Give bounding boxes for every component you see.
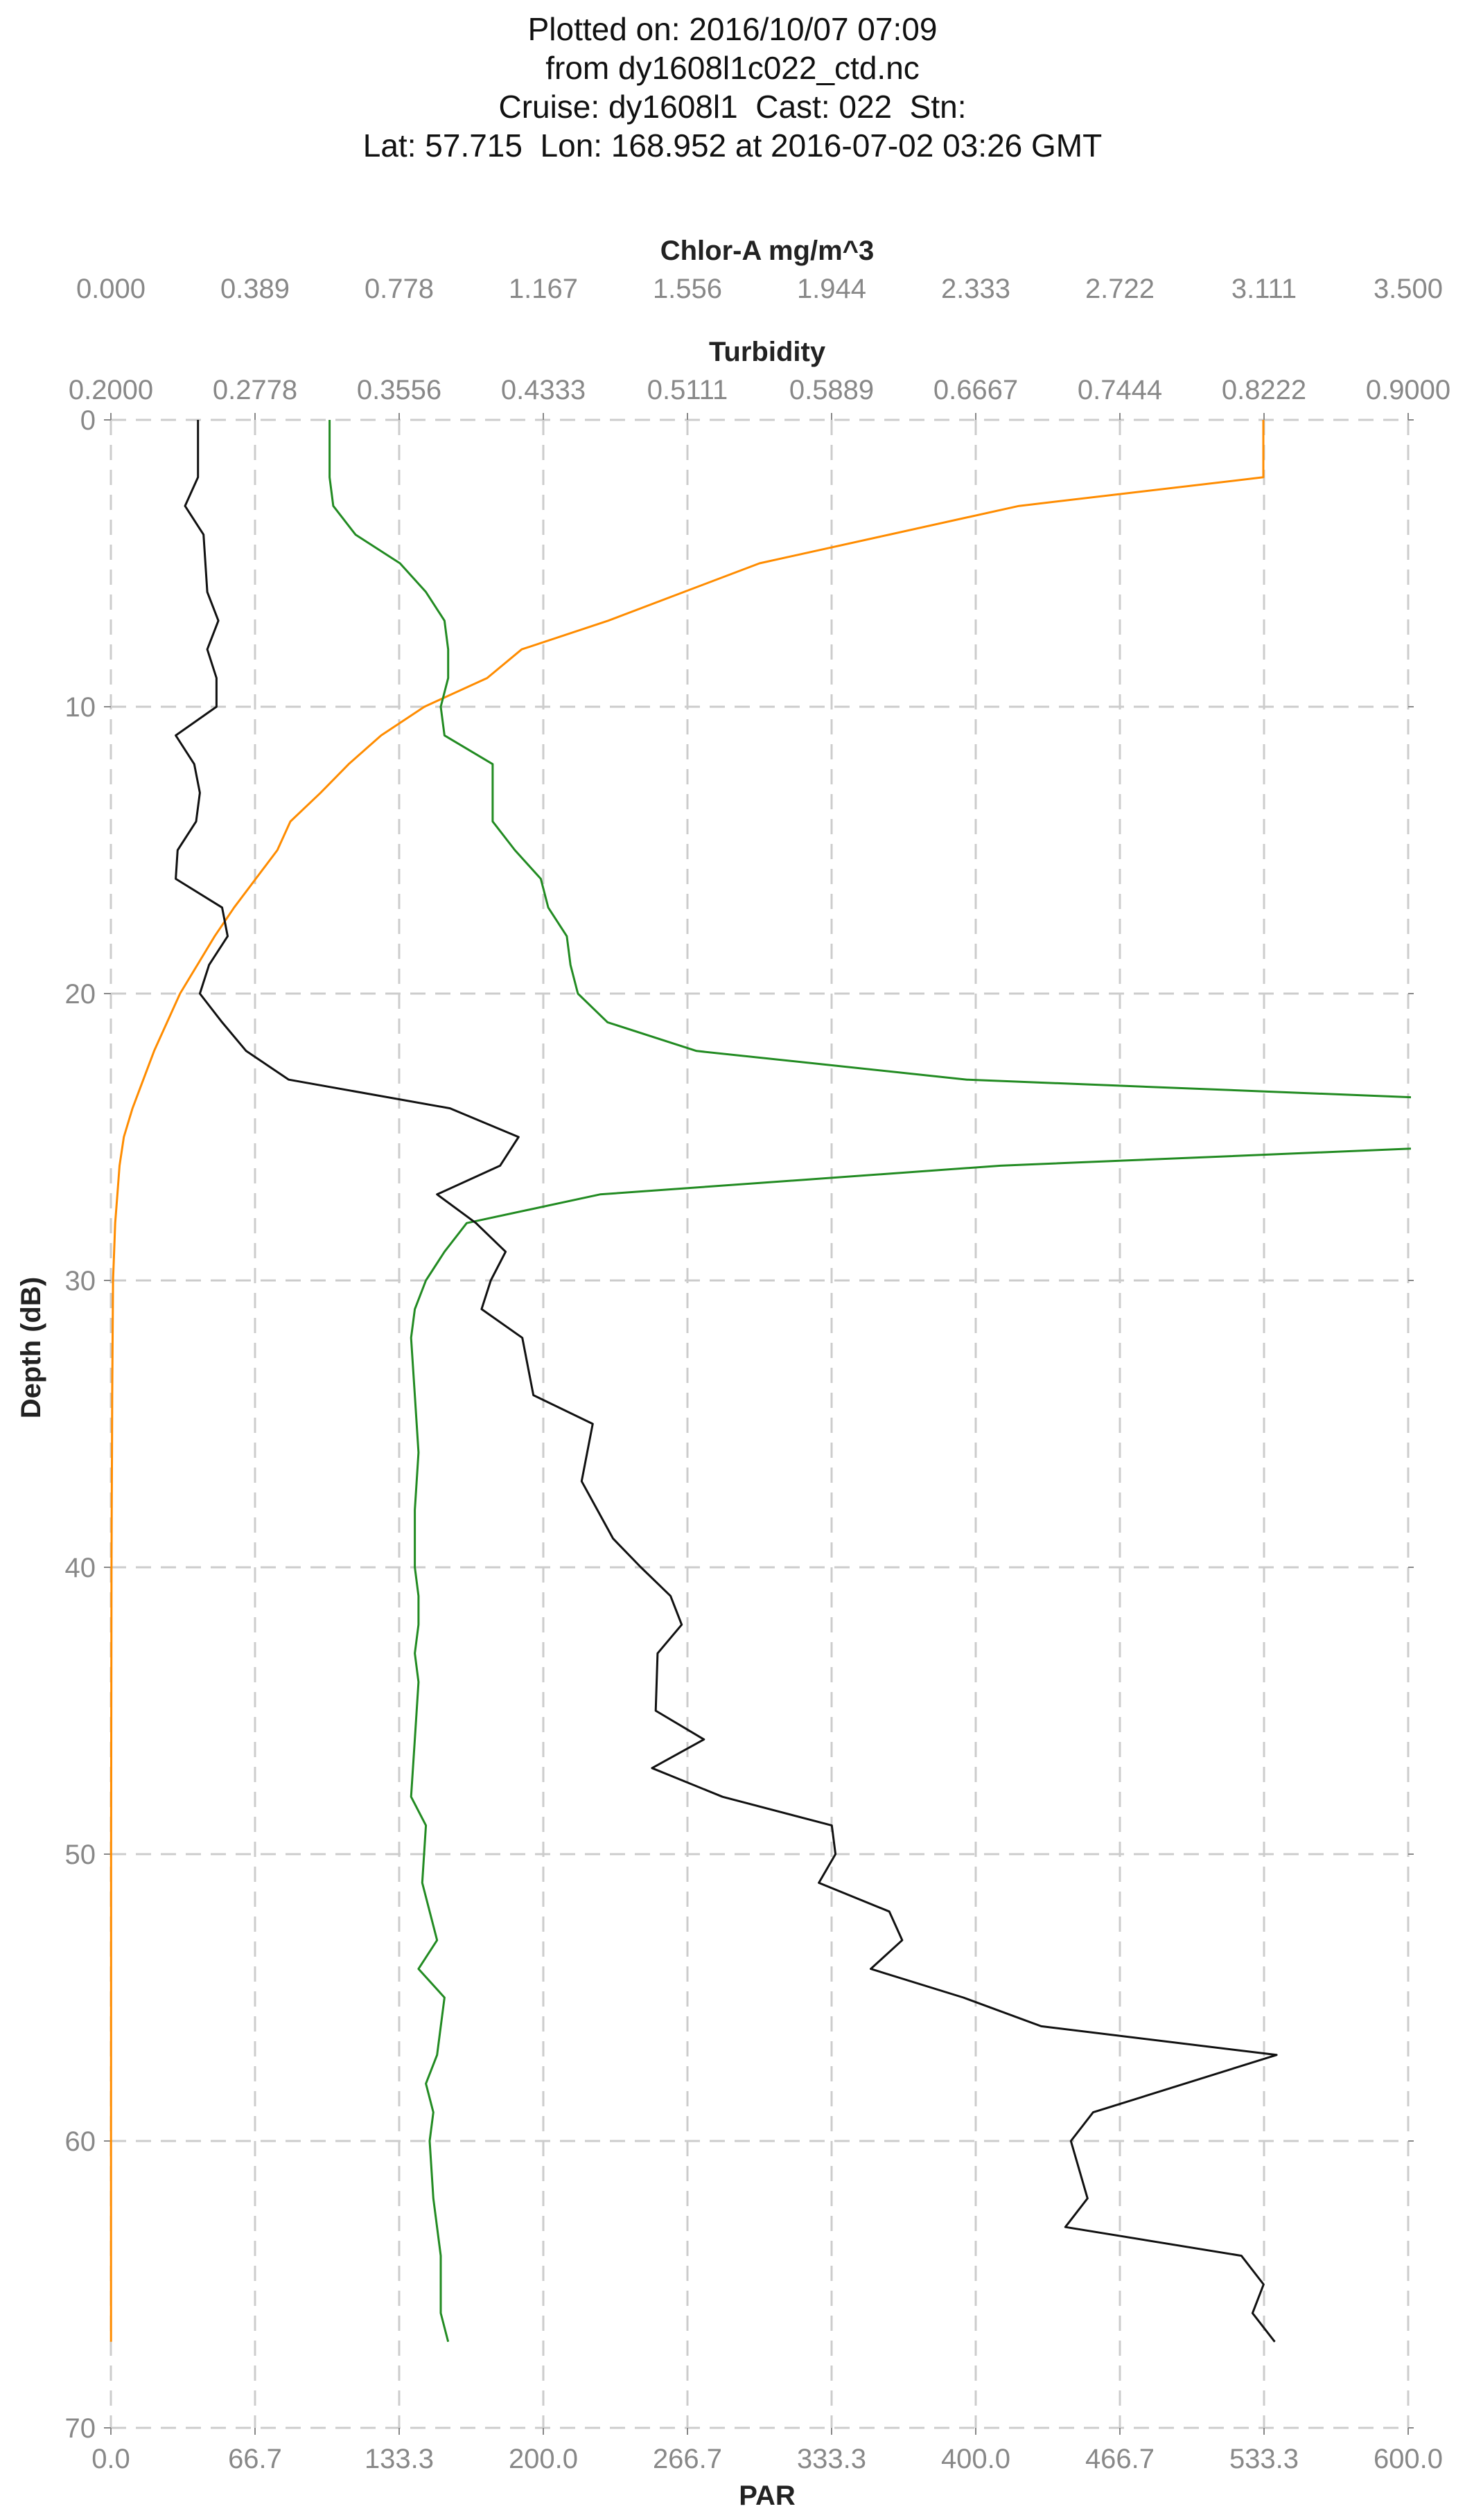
y-axis-label: Depth (dB) <box>16 1277 46 1418</box>
x-tick-label-chlor: 1.556 <box>653 274 722 304</box>
plot-title: Plotted on: 2016/10/07 07:09 from dy1608… <box>0 10 1465 165</box>
y-tick-label: 20 <box>65 979 96 1010</box>
x-axis-label-chlor: Chlor-A mg/m^3 <box>660 236 875 266</box>
series-line-chlor <box>328 420 1411 2343</box>
x-tick-label-par: 200.0 <box>509 2444 578 2474</box>
x-tick-label-par: 0.0 <box>91 2444 130 2474</box>
tick-labels: 0.0 66.7 133.3 200.0 266.7 333.3 400.0 466.7 533… <box>65 274 1451 2474</box>
y-tick-label: 10 <box>65 692 96 723</box>
y-tick-label: 40 <box>65 1553 96 1583</box>
series-line-turbidity <box>175 420 1278 2343</box>
series-line-par <box>109 420 1265 2342</box>
series-lines <box>109 420 1411 2343</box>
x-tick-label-chlor: 1.944 <box>797 274 866 304</box>
x-tick-label-turbidity: 0.2778 <box>213 375 297 405</box>
x-axis-label-turbidity: Turbidity <box>709 337 826 367</box>
x-tick-label-chlor: 1.167 <box>509 274 578 304</box>
x-tick-label-par: 466.7 <box>1085 2444 1155 2474</box>
x-tick-label-turbidity: 0.8222 <box>1222 375 1306 405</box>
y-tick-label: 70 <box>65 2413 96 2444</box>
x-tick-label-turbidity: 0.6667 <box>933 375 1018 405</box>
x-tick-label-turbidity: 0.3556 <box>357 375 441 405</box>
x-tick-label-par: 533.3 <box>1229 2444 1299 2474</box>
x-tick-label-chlor: 2.333 <box>941 274 1010 304</box>
x-axis-label-par: PAR <box>739 2481 796 2511</box>
x-tick-label-par: 400.0 <box>941 2444 1010 2474</box>
x-tick-label-turbidity: 0.4333 <box>501 375 586 405</box>
y-tick-label: 50 <box>65 1840 96 1870</box>
y-tick-label: 30 <box>65 1266 96 1296</box>
title-line-2: from dy1608l1c022_ctd.nc <box>545 50 920 86</box>
x-tick-label-chlor: 0.389 <box>220 274 290 304</box>
x-tick-label-par: 133.3 <box>365 2444 434 2474</box>
x-tick-label-par: 66.7 <box>228 2444 282 2474</box>
x-tick-label-par: 600.0 <box>1374 2444 1443 2474</box>
x-tick-label-turbidity: 0.9000 <box>1366 375 1450 405</box>
x-tick-label-chlor: 3.500 <box>1374 274 1443 304</box>
x-tick-label-turbidity: 0.5889 <box>789 375 874 405</box>
title-line-4: Lat: 57.715 Lon: 168.952 at 2016-07-02 0… <box>362 127 1103 164</box>
x-tick-label-par: 333.3 <box>797 2444 866 2474</box>
x-tick-label-turbidity: 0.5111 <box>647 375 728 405</box>
axis-frame <box>104 413 1414 2435</box>
x-tick-label-turbidity: 0.2000 <box>69 375 153 405</box>
grid <box>109 418 1410 2429</box>
title-line-1: Plotted on: 2016/10/07 07:09 <box>527 11 938 47</box>
x-tick-label-chlor: 2.722 <box>1085 274 1155 304</box>
x-tick-label-chlor: 3.111 <box>1231 274 1297 304</box>
x-tick-label-chlor: 0.778 <box>365 274 434 304</box>
x-tick-label-turbidity: 0.7444 <box>1078 375 1162 405</box>
y-tick-label: 0 <box>80 405 96 436</box>
y-tick-label: 60 <box>65 2126 96 2157</box>
x-tick-label-chlor: 0.000 <box>76 274 146 304</box>
x-tick-label-par: 266.7 <box>653 2444 722 2474</box>
title-line-3: Cruise: dy1608l1 Cast: 022 Stn: <box>498 89 967 125</box>
